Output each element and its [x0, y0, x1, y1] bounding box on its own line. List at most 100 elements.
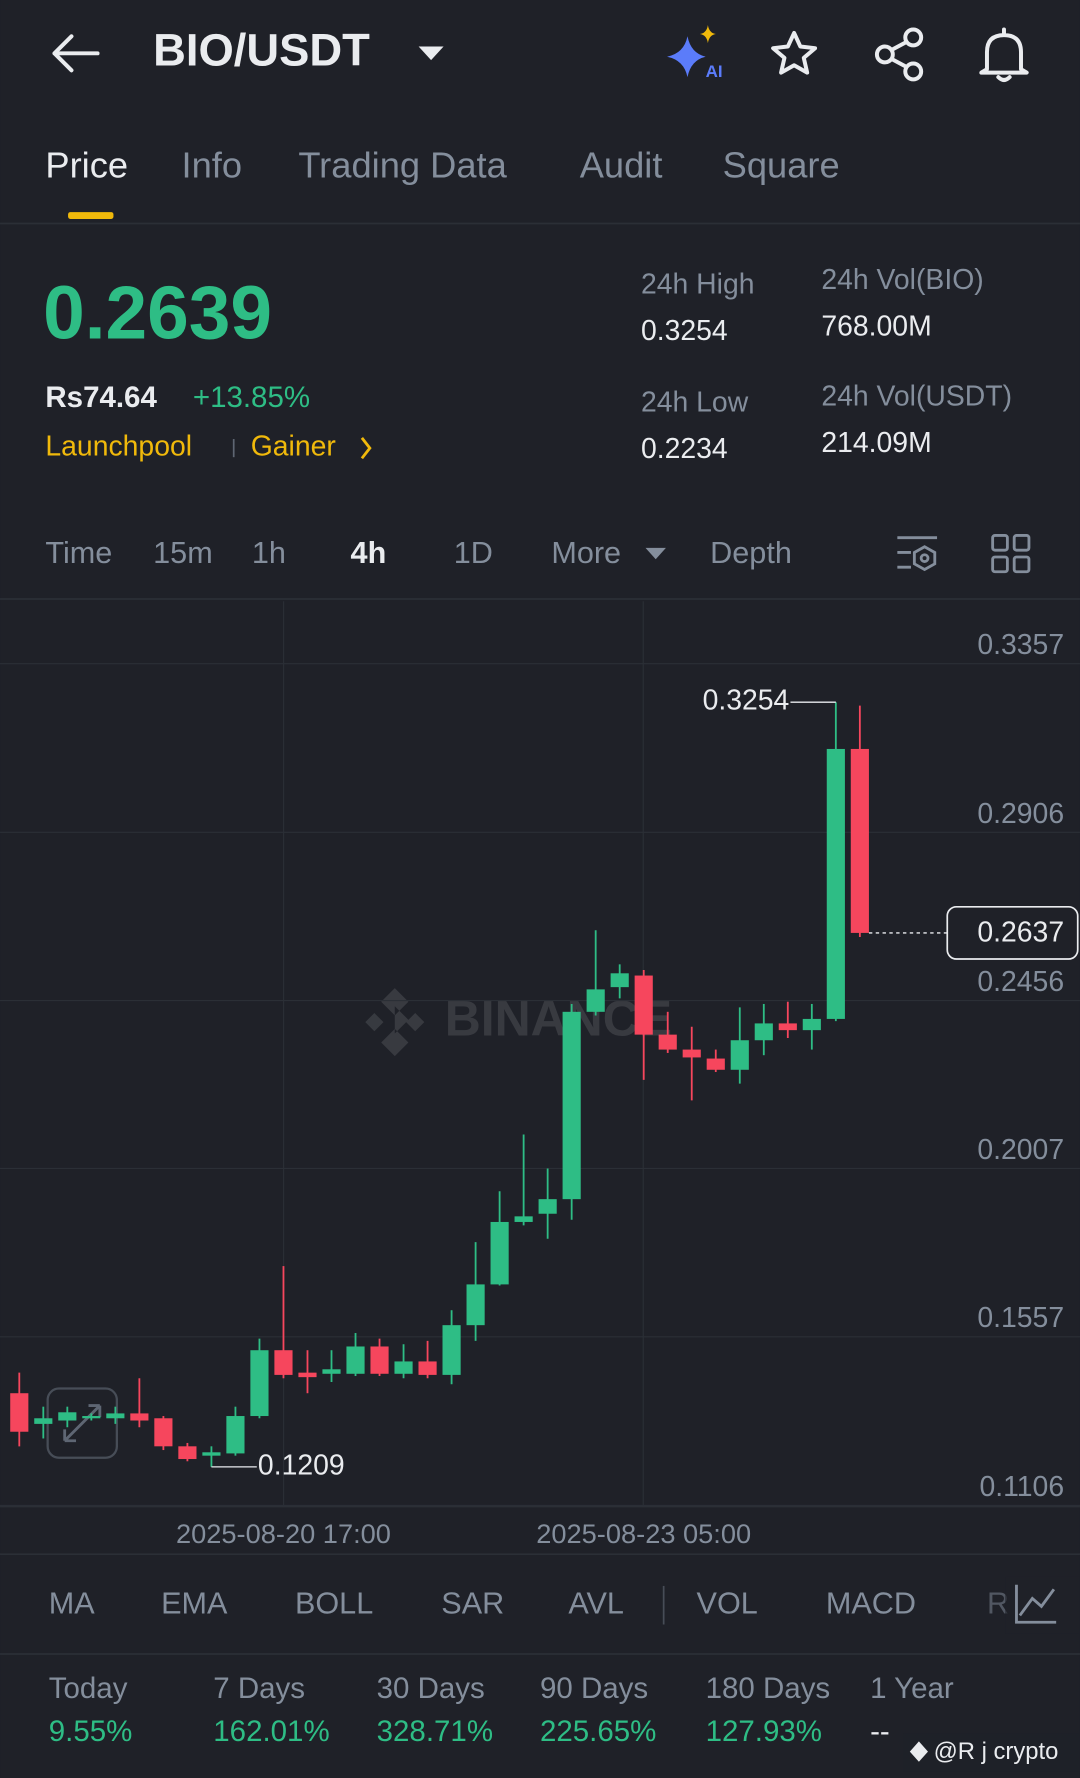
favorite-button[interactable] [771, 30, 818, 75]
period-change: 225.65% [540, 1715, 656, 1748]
tab[interactable]: Square [723, 144, 840, 185]
credit-logo [909, 1741, 928, 1762]
candle-body [130, 1413, 149, 1421]
price-chart: BINANCE 0.1106 0.1557 0.2007 0.2456 0.2906 0.… [0, 601, 1080, 1507]
candle-body [658, 1034, 677, 1050]
y-tick-label: 0.2906 [977, 798, 1064, 830]
indicator[interactable]: VOL [697, 1586, 758, 1620]
period-label: 30 Days [377, 1672, 485, 1705]
pair-dropdown[interactable] [418, 46, 444, 61]
indicator[interactable]: AVL [568, 1586, 624, 1620]
ai-sparkle-small [699, 24, 716, 44]
ai-button[interactable]: AI [667, 24, 723, 81]
stat-value: 768.00M [821, 310, 931, 342]
period-label: 1 Year [870, 1672, 954, 1705]
indicator[interactable]: EMA [161, 1586, 228, 1620]
indicator[interactable]: SAR [441, 1586, 504, 1620]
tab[interactable]: Audit [580, 144, 663, 185]
tag[interactable]: Launchpool [45, 431, 192, 463]
ai-badge: AI [706, 62, 723, 81]
indicator[interactable]: MA [49, 1586, 95, 1620]
share-button[interactable] [874, 27, 924, 82]
y-tick-label: 0.1106 [979, 1471, 1064, 1503]
tab[interactable]: Trading Data [298, 144, 507, 185]
candle-body [10, 1393, 29, 1432]
candle-body [754, 1023, 773, 1041]
chart-settings-button[interactable] [897, 536, 938, 572]
interval[interactable]: 1D [454, 536, 493, 570]
stat-value: 214.09M [821, 427, 931, 459]
candle-body [106, 1413, 125, 1419]
tab[interactable]: Price [45, 144, 128, 185]
candle-body [250, 1350, 269, 1417]
interval[interactable]: 15m [153, 536, 213, 570]
candle-body [34, 1418, 53, 1424]
interval[interactable]: 4h [351, 536, 387, 570]
x-tick-label: 2025-08-20 17:00 [176, 1518, 391, 1549]
watermark-logo [365, 988, 425, 1057]
tab[interactable]: Info [182, 144, 243, 185]
candle-body [514, 1216, 533, 1222]
period-change: 127.93% [706, 1715, 822, 1748]
tag-arrow [360, 437, 372, 460]
layout-button[interactable] [991, 534, 1031, 574]
watermark-text: BINANCE [445, 990, 672, 1046]
interval[interactable]: Time [45, 536, 112, 570]
period-label: Today [49, 1672, 128, 1705]
stat-label: 24h Vol(BIO) [821, 264, 983, 296]
period-change: 162.01% [213, 1715, 329, 1748]
credit: @R j crypto [934, 1738, 1059, 1765]
candle-body [562, 1011, 581, 1200]
y-tick-label: 0.1557 [977, 1302, 1064, 1334]
candle-body [322, 1369, 341, 1374]
candle-body [538, 1199, 557, 1214]
indicator[interactable]: R [987, 1586, 1009, 1620]
period-change: 328.71% [377, 1715, 493, 1748]
candle-body [226, 1416, 245, 1454]
credit-background [903, 1733, 1080, 1772]
price-change: +13.85% [193, 381, 310, 414]
alert-button[interactable] [979, 27, 1029, 82]
candle-body [418, 1361, 437, 1375]
candle-body [802, 1018, 821, 1031]
candle-body [850, 748, 869, 933]
back-button[interactable] [52, 34, 100, 73]
ai-sparkle [667, 36, 706, 78]
watermark: BINANCE [365, 988, 672, 1057]
period-label: 180 Days [706, 1672, 831, 1705]
candle-body [586, 989, 605, 1012]
expand-arrow [63, 1404, 102, 1443]
candle-body [154, 1418, 173, 1447]
period-label: 7 Days [213, 1672, 305, 1705]
y-tick-label: 0.3357 [977, 629, 1064, 661]
last-price: 0.2639 [43, 271, 272, 355]
stat-label: 24h Low [641, 386, 749, 418]
candle-body [298, 1372, 317, 1378]
indicator[interactable]: BOLL [295, 1586, 373, 1620]
stat-label: 24h High [641, 268, 755, 300]
last-price-label: 0.2637 [977, 917, 1064, 949]
stat-value: 0.3254 [641, 315, 728, 347]
period-change: -- [870, 1715, 890, 1748]
interval[interactable]: 1h [252, 536, 286, 570]
candle-body [82, 1416, 101, 1419]
fiat-price: Rs74.64 [45, 381, 157, 414]
candle-body [442, 1325, 461, 1375]
candle-body [490, 1221, 509, 1285]
indicator[interactable]: MACD [826, 1586, 916, 1620]
candle-body [826, 748, 845, 1019]
pair-title[interactable]: BIO/USDT [153, 24, 370, 75]
candle-body [202, 1452, 221, 1456]
low-label: 0.1209 [258, 1449, 345, 1481]
x-tick-label: 2025-08-23 05:00 [536, 1518, 751, 1549]
tag[interactable]: Gainer [251, 431, 336, 463]
period-label: 90 Days [540, 1672, 648, 1705]
candle-body [682, 1049, 701, 1058]
indicator-settings[interactable] [1015, 1584, 1057, 1624]
more-dropdown [645, 547, 666, 560]
candle-body [370, 1346, 389, 1374]
interval[interactable]: Depth [710, 536, 792, 570]
interval[interactable]: More [551, 536, 621, 570]
